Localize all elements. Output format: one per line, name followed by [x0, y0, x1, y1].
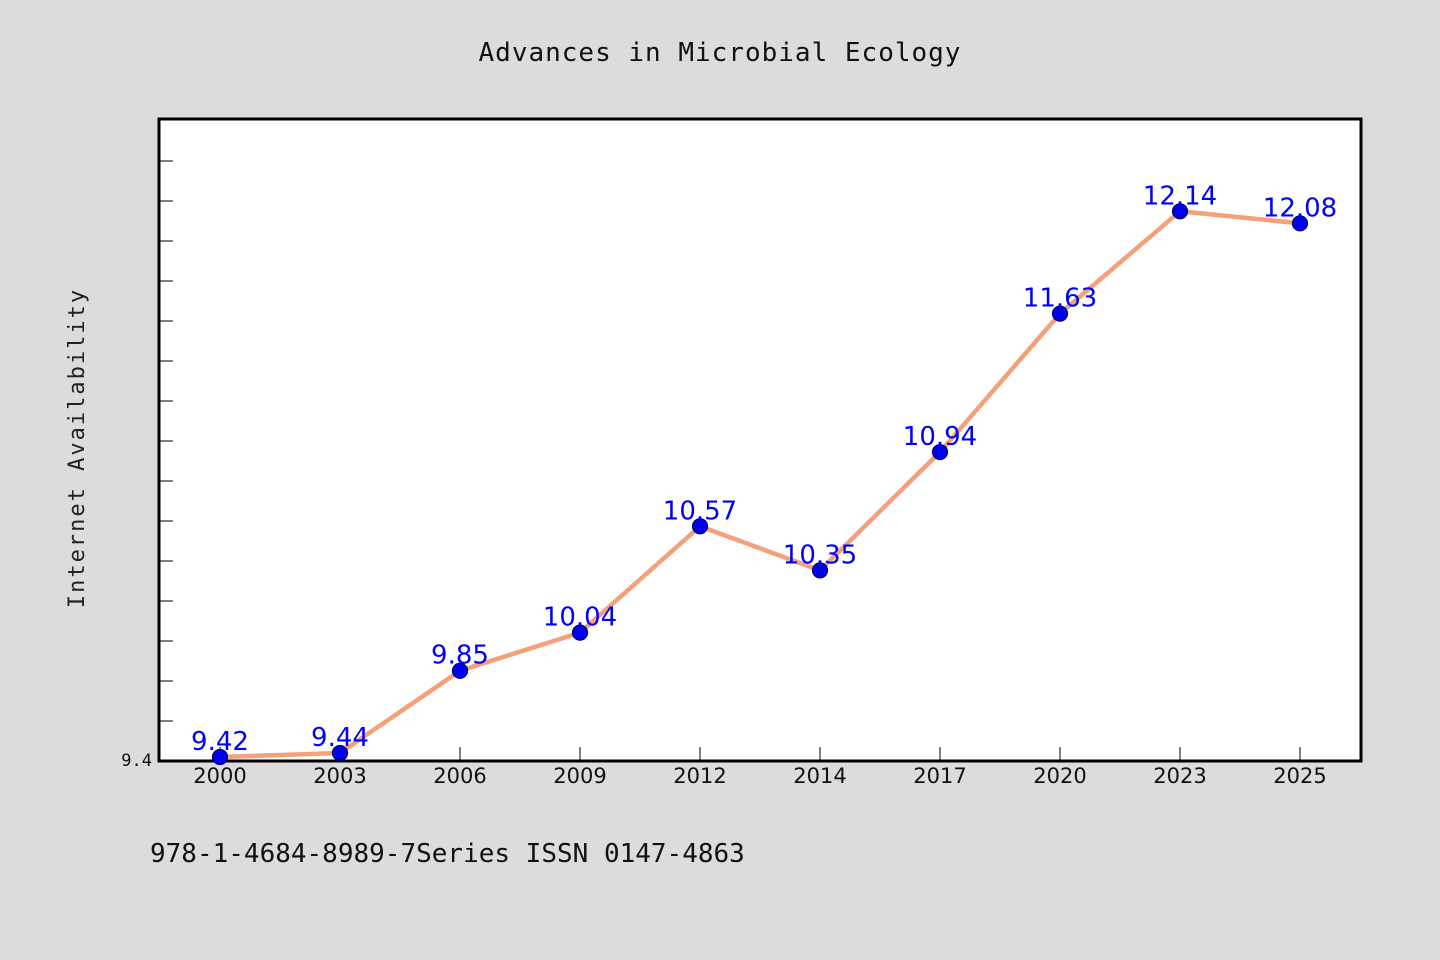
data-label: 10.57 — [663, 496, 737, 526]
data-label: 10.35 — [783, 540, 857, 570]
data-label: 9.42 — [191, 727, 249, 757]
data-point — [1051, 305, 1069, 322]
data-point — [1171, 203, 1189, 220]
x-tick-label: 2017 — [913, 764, 966, 788]
x-axis-ticks: 2000 2003 2006 2009 2012 2014 2017 2020 2023 2025 — [193, 747, 1327, 788]
y-tick-label: 9.4 — [121, 751, 152, 771]
x-tick-label: 2025 — [1273, 764, 1326, 788]
x-tick-label: 2012 — [673, 764, 726, 788]
footer-text: 978-1-4684-8989-7Series ISSN 0147-4863 — [150, 839, 745, 869]
data-point — [931, 443, 949, 461]
x-tick-label: 2009 — [553, 764, 606, 788]
x-tick-label: 2006 — [433, 764, 486, 788]
x-tick-label: 2003 — [313, 764, 366, 788]
data-point — [1291, 215, 1309, 232]
chart-title: Advances in Microbial Ecology — [479, 38, 962, 68]
data-point — [211, 748, 229, 766]
y-axis-ticks — [159, 160, 173, 722]
data-point — [571, 624, 589, 641]
x-tick-label: 2014 — [793, 764, 846, 788]
data-label: 9.44 — [311, 723, 369, 753]
data-point — [451, 662, 469, 679]
data-label: 9.85 — [431, 641, 489, 671]
data-point — [811, 562, 829, 579]
data-label: 10.04 — [543, 603, 617, 633]
series-line-group: 9.42 9.44 9.85 10.04 10.57 10.35 10.94 11.63 12.… — [191, 181, 1337, 766]
x-tick-label: 2020 — [1033, 764, 1086, 788]
series-line — [217, 209, 1303, 760]
data-label: 12.14 — [1143, 181, 1217, 211]
y-axis-label: Internet Availability — [65, 288, 90, 608]
data-label: 12.08 — [1263, 193, 1337, 223]
data-point — [691, 518, 709, 535]
data-point — [331, 744, 349, 762]
x-tick-label: 2000 — [193, 764, 246, 788]
x-tick-label: 2023 — [1153, 764, 1206, 788]
data-label: 11.63 — [1023, 284, 1097, 314]
data-label: 10.94 — [903, 422, 977, 452]
